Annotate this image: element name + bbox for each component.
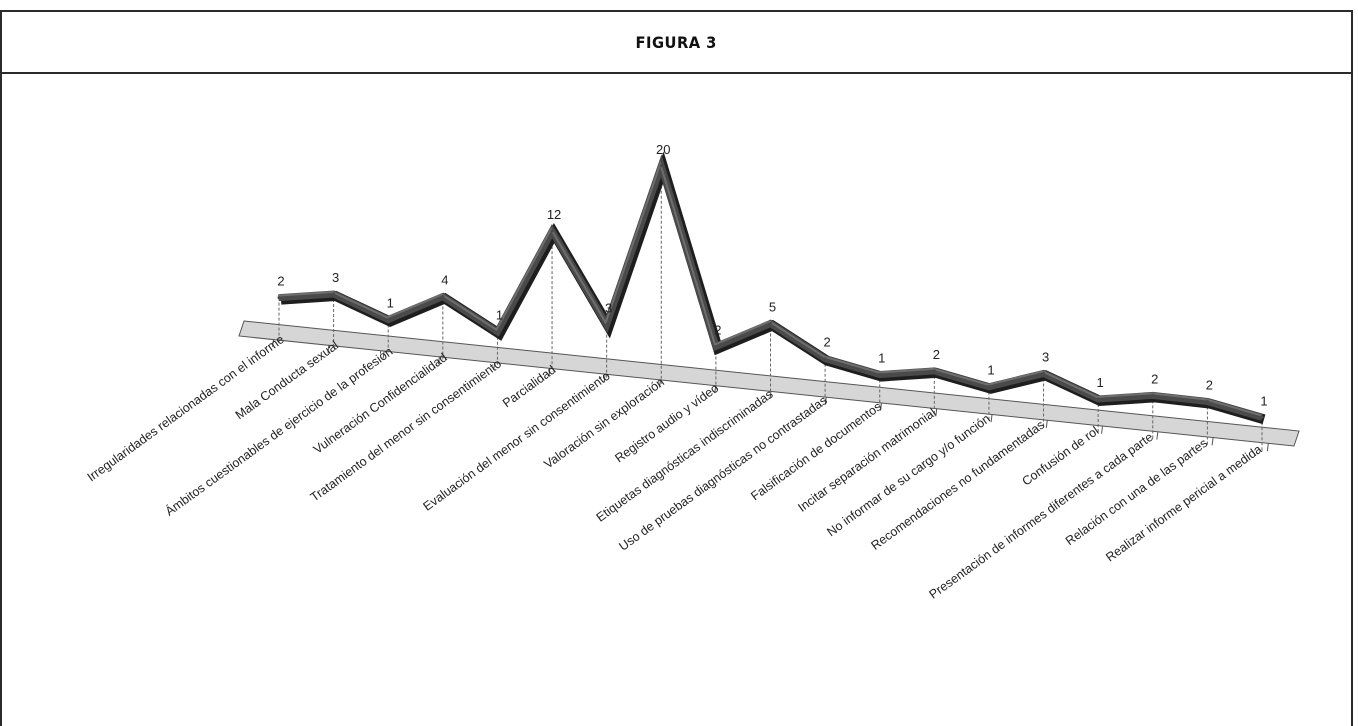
x-tick bbox=[493, 361, 496, 371]
data-label: 5 bbox=[769, 300, 776, 315]
x-tick bbox=[437, 356, 440, 365]
data-point bbox=[823, 357, 827, 361]
data-label: 1 bbox=[878, 351, 885, 366]
data-label: 1 bbox=[987, 363, 994, 378]
x-tick bbox=[382, 350, 385, 359]
data-point bbox=[769, 322, 772, 325]
x-tick bbox=[1211, 437, 1214, 446]
x-category-label: Mala Conducta sexual bbox=[233, 338, 341, 422]
data-label: 2 bbox=[277, 274, 284, 289]
data-label: 2 bbox=[1206, 377, 1213, 392]
x-category-label: Presentación de informes diferentes a ca… bbox=[927, 430, 1156, 602]
x-category-label: Parcialidad bbox=[500, 363, 558, 411]
data-label: 2 bbox=[933, 347, 940, 362]
data-label: 1 bbox=[1097, 375, 1104, 390]
data-label: 1 bbox=[1260, 393, 1267, 408]
data-label: 3 bbox=[605, 301, 612, 316]
data-point bbox=[1260, 415, 1264, 419]
x-tick bbox=[1045, 419, 1048, 429]
figure-title-bar: FIGURA 3 bbox=[2, 12, 1351, 74]
x-tick bbox=[990, 414, 993, 423]
x-tick bbox=[880, 402, 883, 411]
data-point bbox=[441, 295, 445, 299]
data-point bbox=[1205, 399, 1209, 403]
data-point bbox=[878, 373, 882, 377]
data-label: 2 bbox=[823, 335, 830, 350]
data-point bbox=[932, 369, 936, 373]
data-label: 2 bbox=[1151, 371, 1158, 386]
x-tick bbox=[658, 379, 661, 388]
data-point bbox=[659, 164, 663, 168]
x-tick bbox=[1266, 443, 1269, 452]
data-label: 20 bbox=[656, 142, 670, 157]
x-tick bbox=[548, 367, 551, 376]
data-label: 2 bbox=[714, 322, 721, 337]
data-point bbox=[332, 292, 336, 296]
data-label: 3 bbox=[1042, 349, 1049, 364]
chart-floor bbox=[238, 320, 1300, 447]
data-point bbox=[386, 318, 390, 322]
data-point bbox=[277, 296, 281, 300]
data-point bbox=[1042, 371, 1046, 375]
data-point bbox=[605, 323, 609, 327]
series-line-highlight bbox=[277, 160, 1262, 417]
data-point bbox=[1096, 397, 1100, 401]
data-point bbox=[550, 229, 554, 233]
x-tick bbox=[1156, 431, 1159, 440]
data-label: 1 bbox=[387, 296, 394, 311]
data-point bbox=[1151, 393, 1155, 397]
data-label: 1 bbox=[496, 308, 503, 323]
x-tick bbox=[272, 338, 275, 347]
data-label: 4 bbox=[441, 273, 448, 288]
x-tick bbox=[935, 408, 938, 417]
x-category-label: Ámbitos cuestionables de ejercicio de la… bbox=[162, 343, 395, 518]
figure-title: FIGURA 3 bbox=[635, 32, 718, 52]
x-category-label: Valoración sin exploración bbox=[541, 375, 667, 472]
x-tick bbox=[824, 396, 827, 405]
x-tick bbox=[1101, 425, 1104, 434]
data-point bbox=[714, 344, 718, 348]
x-tick bbox=[327, 344, 330, 353]
data-label: 12 bbox=[547, 207, 561, 222]
x-category-label: Registro audio y vídeo bbox=[612, 381, 721, 465]
data-label: 3 bbox=[332, 270, 339, 285]
x-tick bbox=[603, 373, 606, 382]
data-point bbox=[987, 385, 991, 389]
data-point bbox=[495, 330, 499, 334]
